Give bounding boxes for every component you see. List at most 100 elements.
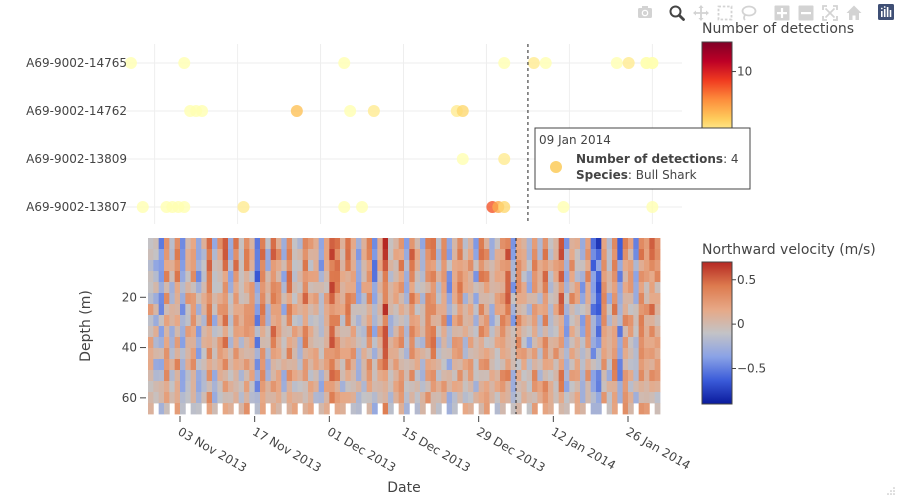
resize-handle[interactable] [887,487,895,495]
heatmap-cell [377,249,384,261]
heatmap-cell [222,359,229,371]
heatmap-cell [196,260,202,272]
heatmap-cell [324,348,330,360]
heatmap-cell [366,359,373,371]
heatmap-cell [356,348,362,360]
detection-point[interactable] [196,105,209,117]
heatmap-cell [361,359,368,371]
date-tick-label: 01 Dec 2013 [325,424,398,474]
heatmap-cell [270,282,277,294]
heatmap-cell [206,392,213,404]
heatmap-cell [516,271,522,283]
heatmap-cell [628,392,634,404]
detection-point[interactable] [622,57,635,69]
reset-axes-icon[interactable] [846,5,862,21]
heatmap-cell [596,282,602,294]
heatmap-cell [361,348,368,360]
heatmap-cell [430,359,437,371]
detection-point[interactable] [124,57,137,69]
heatmap-cell [564,260,570,272]
heatmap-cell [441,337,448,349]
detection-point[interactable] [237,201,250,213]
detection-point[interactable] [456,153,469,165]
heatmap-cell [169,381,176,393]
heatmap-cell [548,249,554,261]
heatmap-cell [596,315,602,327]
heatmap-cell [254,370,261,382]
heatmap-cell [222,293,229,305]
lasso-select-icon[interactable] [741,5,757,21]
heatmap-cell [542,337,549,349]
detection-point[interactable] [498,153,511,165]
detection-point[interactable] [178,201,191,213]
heatmap-cell [164,392,170,404]
heatmap-cell [446,293,453,305]
heatmap-cell [564,293,570,305]
detection-point[interactable] [290,105,303,117]
heatmap-cell [462,370,469,382]
heatmap-cell [542,249,549,261]
pan-icon[interactable] [693,5,709,21]
detection-point[interactable] [539,57,552,69]
heatmap-cell [393,381,400,393]
heatmap-cell [276,381,282,393]
detection-point[interactable] [136,201,149,213]
heatmap-cell [324,293,330,305]
detection-point[interactable] [367,105,380,117]
detection-point[interactable] [646,57,659,69]
detection-point[interactable] [344,105,357,117]
heatmap-cell [404,392,410,404]
detection-point[interactable] [557,201,570,213]
heatmap-cell [238,326,245,338]
heatmap-cell [489,260,496,272]
heatmap-cell [441,370,448,382]
detection-point[interactable] [527,57,540,69]
heatmap-cell [516,293,522,305]
detection-point[interactable] [356,201,369,213]
heatmap-cell [238,260,245,272]
heatmap-cell [329,392,336,404]
heatmap-cell [212,392,218,404]
heatmap-cell [457,282,464,294]
heatmap-cell [628,326,634,338]
heatmap-cell [425,293,432,305]
detection-point[interactable] [178,57,191,69]
heatmap-cell [190,282,197,294]
heatmap-cell [654,348,661,360]
heatmap-cell [366,403,373,415]
heatmap-cell [612,260,618,272]
heatmap-cell [350,392,357,404]
heatmap-cell [180,381,186,393]
heatmap-cell [302,304,309,316]
detection-point[interactable] [338,57,351,69]
heatmap-cell [297,381,304,393]
heatmap-cell [169,249,176,261]
heatmap-cell [318,293,325,305]
detection-point[interactable] [610,57,623,69]
zoom-out-icon[interactable] [798,5,814,21]
zoom-in-icon[interactable] [774,5,790,21]
heatmap-cell [270,359,277,371]
plotly-logo-icon[interactable] [878,4,894,20]
box-select-icon[interactable] [717,5,733,21]
heatmap-cell [393,392,400,404]
heatmap-cell [452,249,458,261]
heatmap-cell [409,271,416,283]
heatmap-cell [308,359,314,371]
heatmap-cell [308,271,314,283]
heatmap-cell [201,282,208,294]
detection-point[interactable] [498,201,511,213]
heatmap-cell [409,282,416,294]
detection-point[interactable] [498,57,511,69]
heatmap-cell [244,381,250,393]
heatmap-cell [590,348,597,360]
heatmap-cell [345,271,352,283]
zoom-icon[interactable] [669,5,685,21]
autoscale-icon[interactable] [822,5,838,21]
heatmap-cell [553,315,560,327]
detection-point[interactable] [646,201,659,213]
detection-point[interactable] [456,105,469,117]
velocity-heatmap[interactable] [148,238,661,415]
camera-icon[interactable] [638,6,652,18]
detection-point[interactable] [338,201,351,213]
